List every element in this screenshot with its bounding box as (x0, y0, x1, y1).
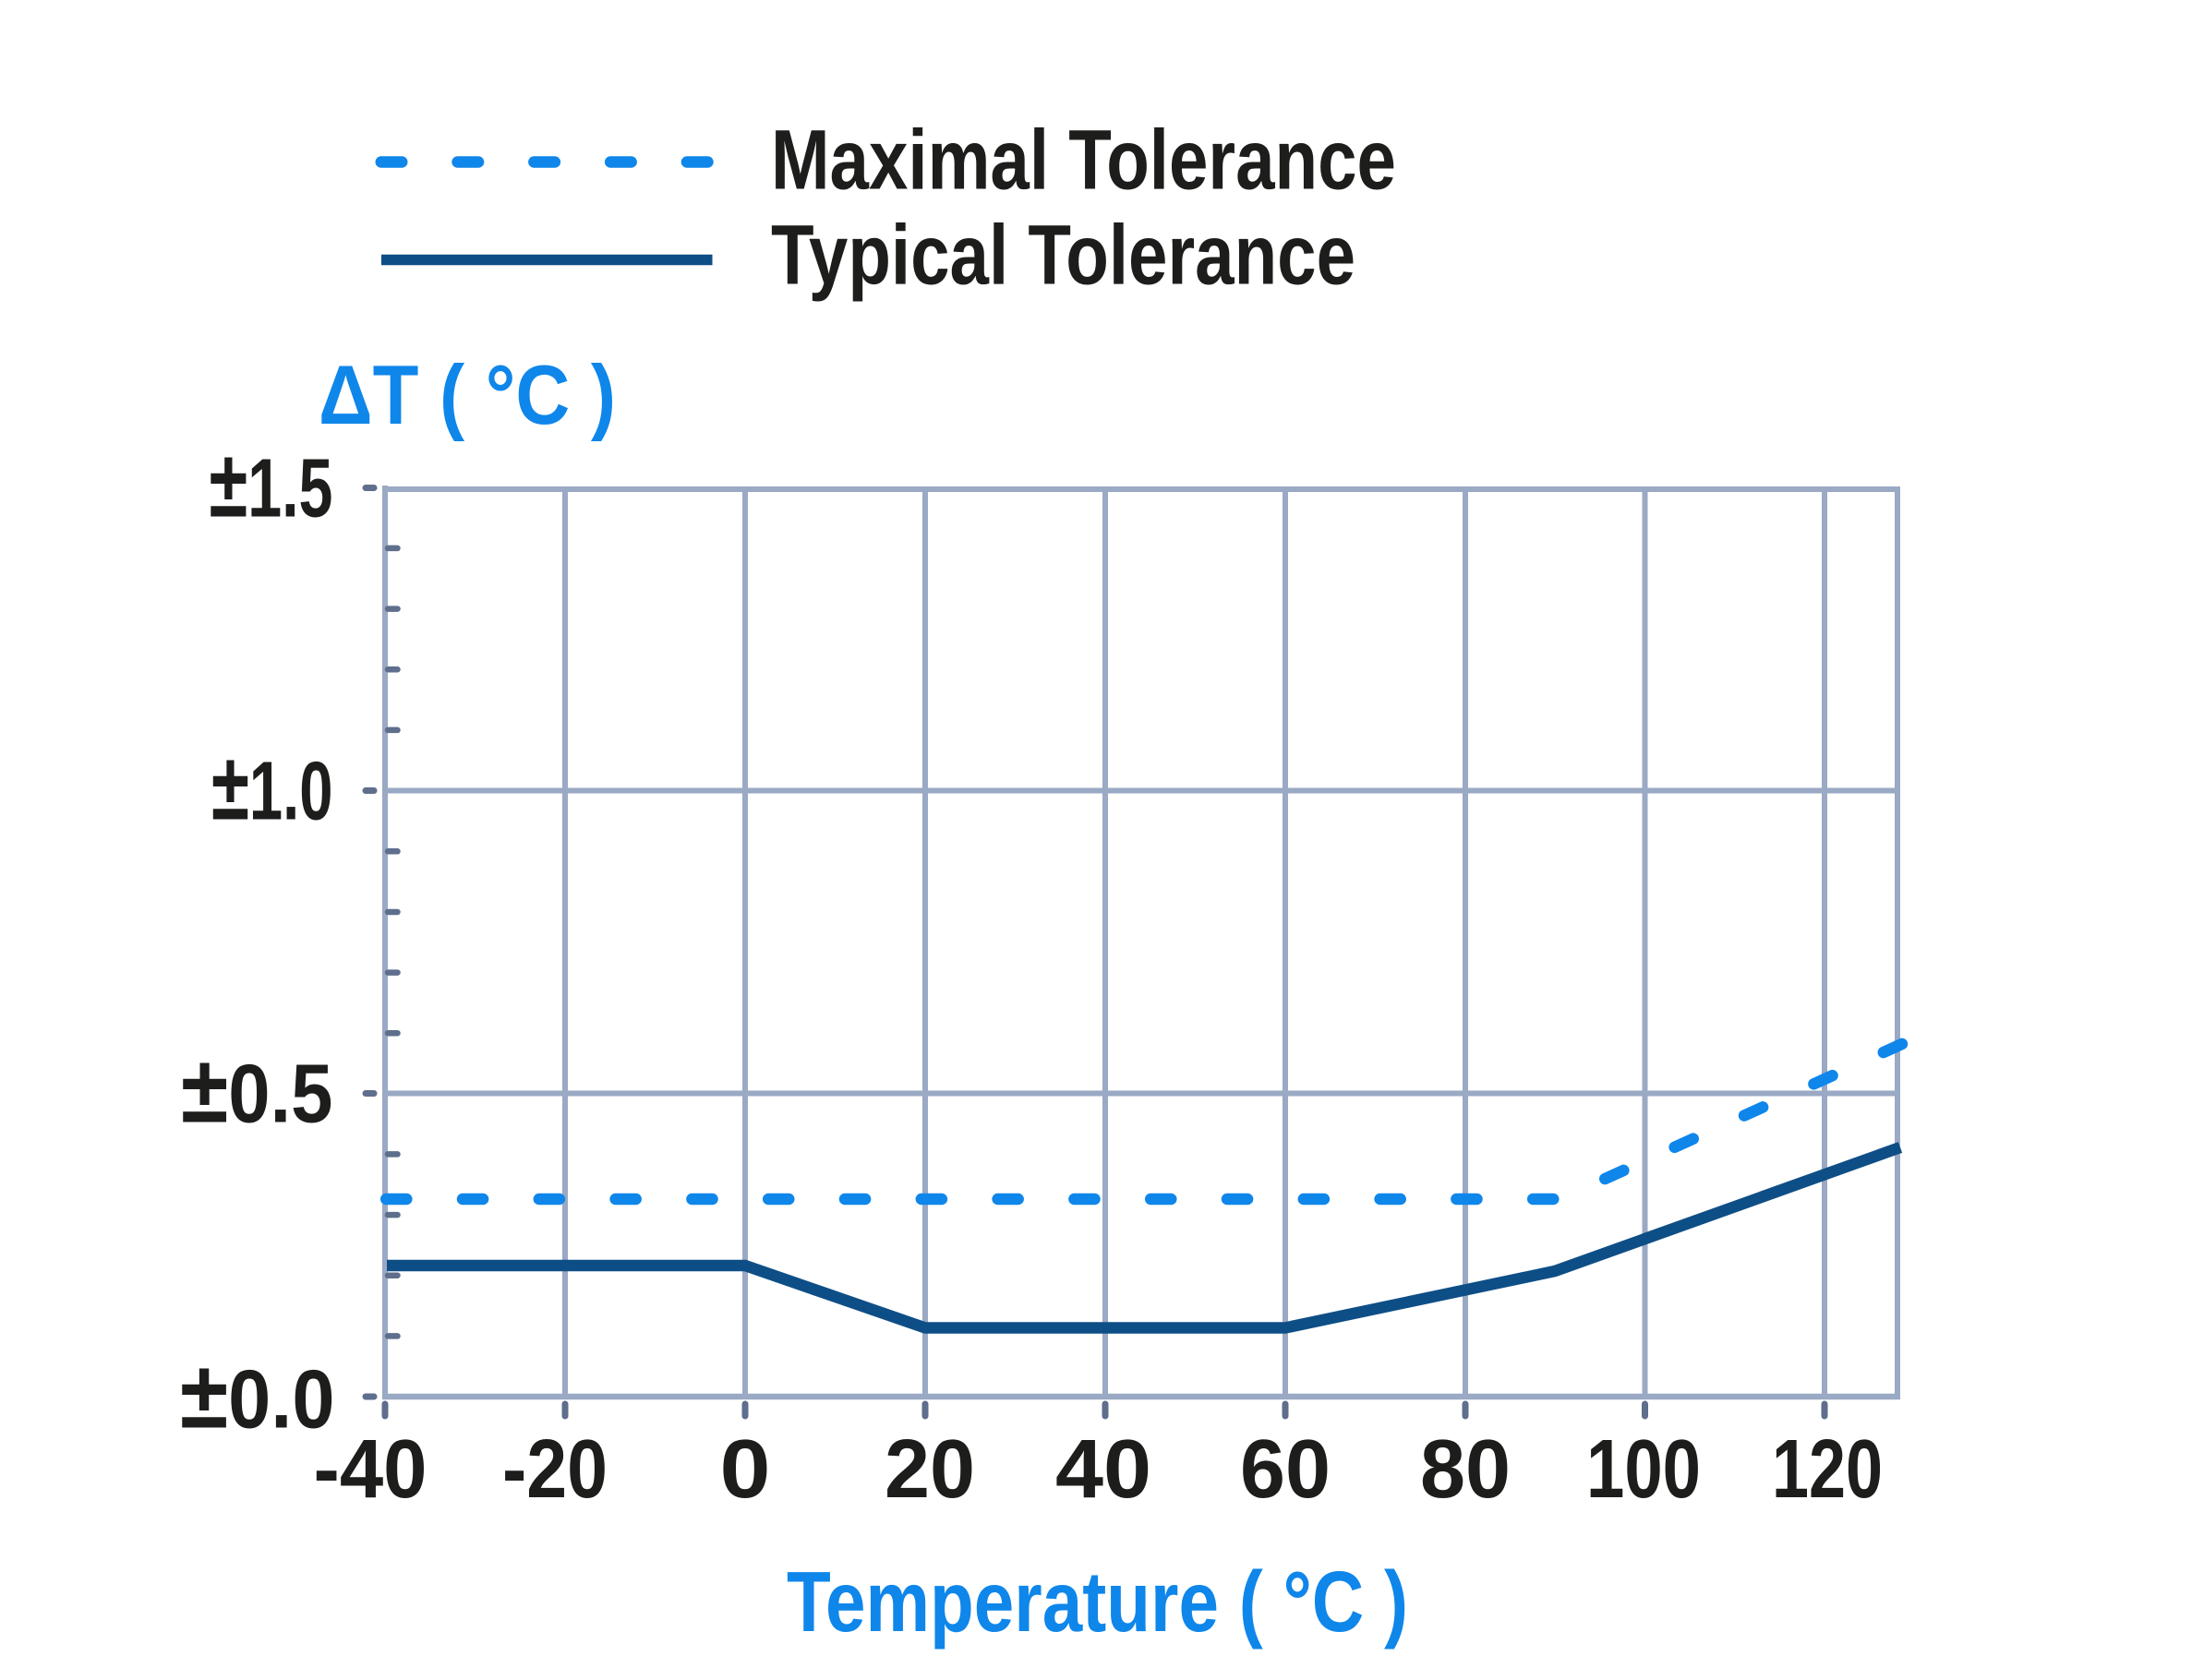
svg-text:0: 0 (720, 1423, 771, 1516)
svg-text:±1.5: ±1.5 (210, 431, 333, 537)
svg-text:20: 20 (885, 1423, 975, 1516)
svg-text:Typical Tolerance: Typical Tolerance (771, 209, 1355, 303)
svg-text:80: 80 (1420, 1423, 1511, 1516)
svg-text:120: 120 (1772, 1423, 1883, 1516)
svg-text:-20: -20 (502, 1423, 608, 1516)
svg-text:±0.5: ±0.5 (181, 1037, 333, 1143)
svg-text:ΔT ( °C ): ΔT ( °C ) (319, 349, 616, 442)
svg-text:60: 60 (1240, 1423, 1331, 1516)
svg-text:40: 40 (1055, 1423, 1151, 1516)
svg-text:±0.0: ±0.0 (180, 1342, 335, 1448)
svg-text:-40: -40 (314, 1423, 428, 1516)
svg-text:Maximal Tolerance: Maximal Tolerance (771, 114, 1396, 208)
svg-text:Temperature ( °C ): Temperature ( °C ) (787, 1554, 1408, 1650)
svg-text:100: 100 (1586, 1423, 1701, 1516)
svg-text:±1.0: ±1.0 (211, 734, 333, 840)
